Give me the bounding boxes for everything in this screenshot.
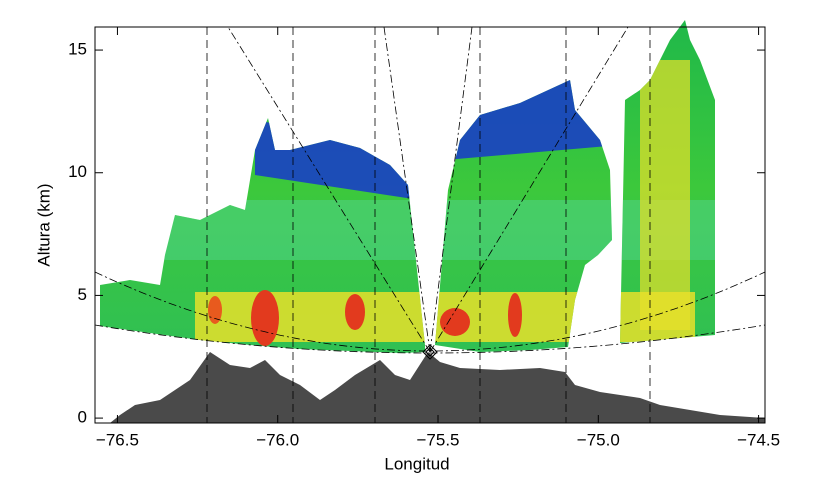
scan-guides (94, 26, 766, 423)
x-tick-label: −76.5 (96, 430, 139, 449)
y-tick-label: 0 (78, 408, 87, 427)
x-tick-label: −76.0 (256, 430, 299, 449)
x-tick-label: −75.0 (577, 430, 620, 449)
y-tick-label: 10 (68, 162, 87, 181)
x-tick-label: −74.5 (737, 430, 780, 449)
y-axis-label: Altura (km) (34, 183, 53, 266)
x-tick-label: −75.5 (417, 430, 460, 449)
y-tick-label: 15 (68, 40, 87, 59)
x-axis-label: Longitud (384, 454, 449, 473)
radar-echo (100, 20, 715, 353)
plot-frame (94, 26, 766, 424)
terrain (110, 352, 765, 423)
y-tick-label: 5 (78, 285, 87, 304)
